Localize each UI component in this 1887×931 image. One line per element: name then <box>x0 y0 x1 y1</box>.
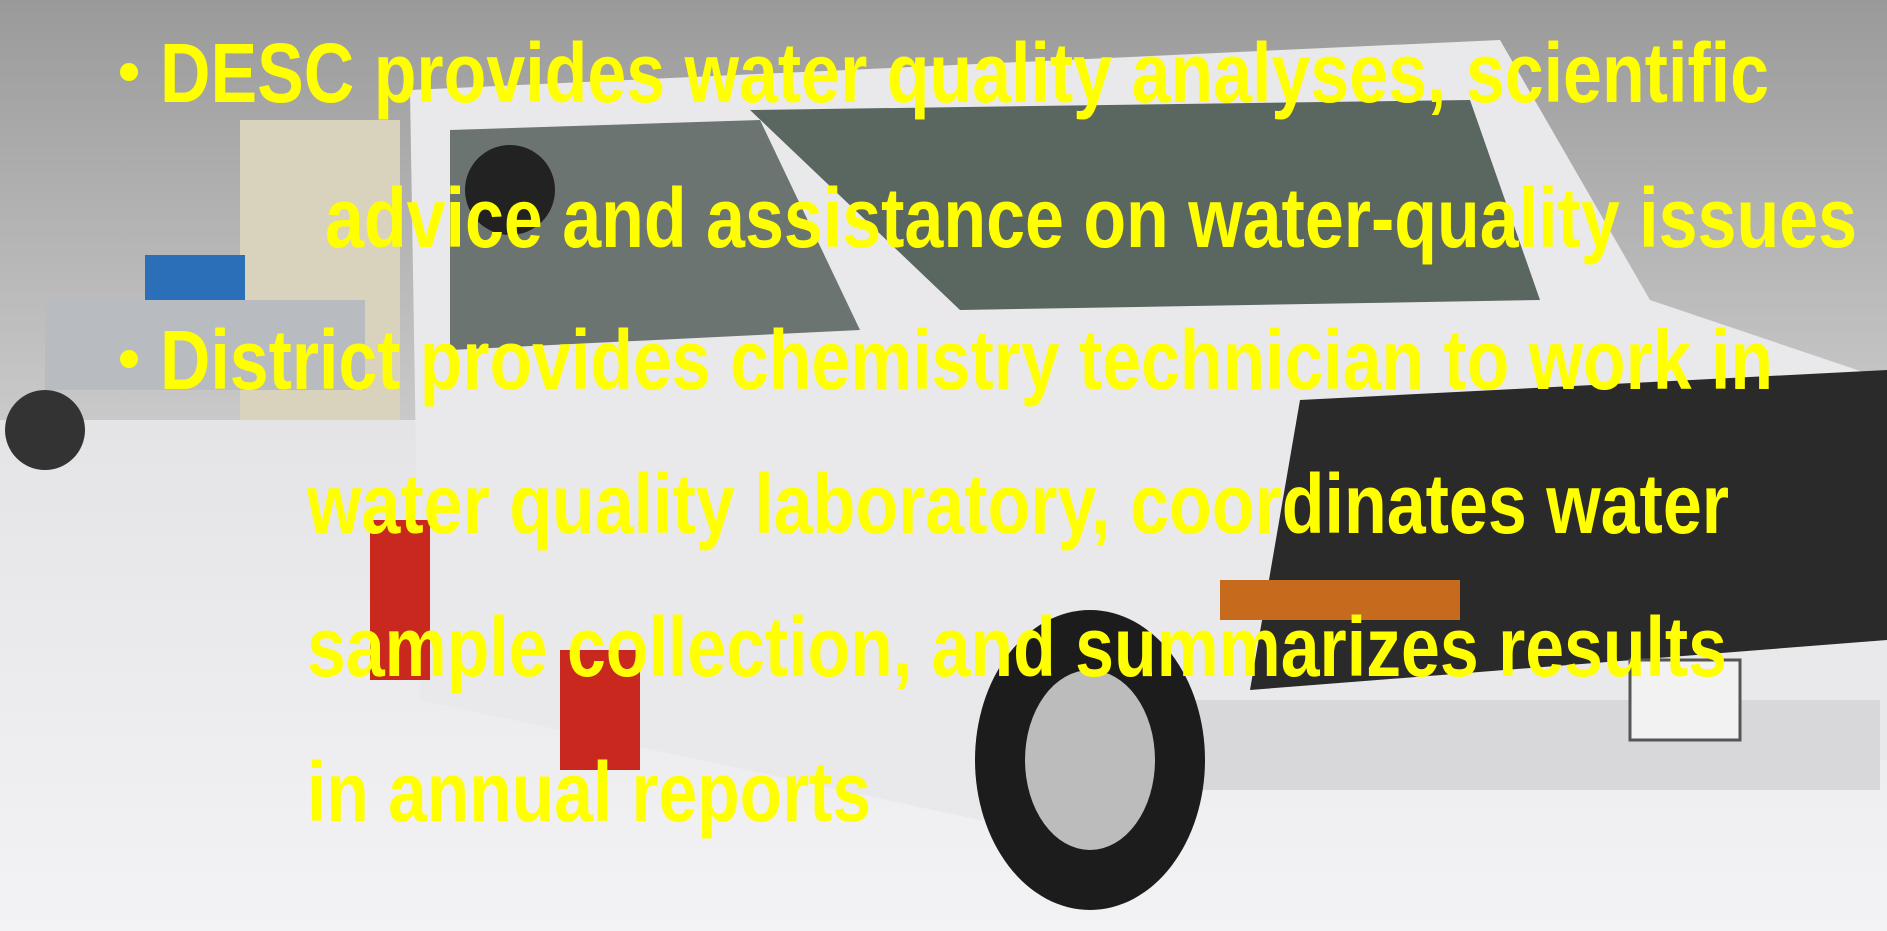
bullet-text-line: District provides chemistry technician t… <box>160 313 1773 407</box>
bullet-text-line: sample collection, and summarizes result… <box>307 600 1727 694</box>
bullet-text-line: in annual reports <box>307 745 871 839</box>
bullet-text-line: advice and assistance on water-quality i… <box>325 171 1857 265</box>
bullet-marker <box>120 350 138 368</box>
bullet-text-line: water quality laboratory, coordinates wa… <box>306 457 1729 551</box>
bullet-list: DESC provides water quality analyses, sc… <box>120 26 1857 839</box>
bullet-marker <box>120 63 138 81</box>
bullet-text-line: DESC provides water quality analyses, sc… <box>160 26 1769 120</box>
